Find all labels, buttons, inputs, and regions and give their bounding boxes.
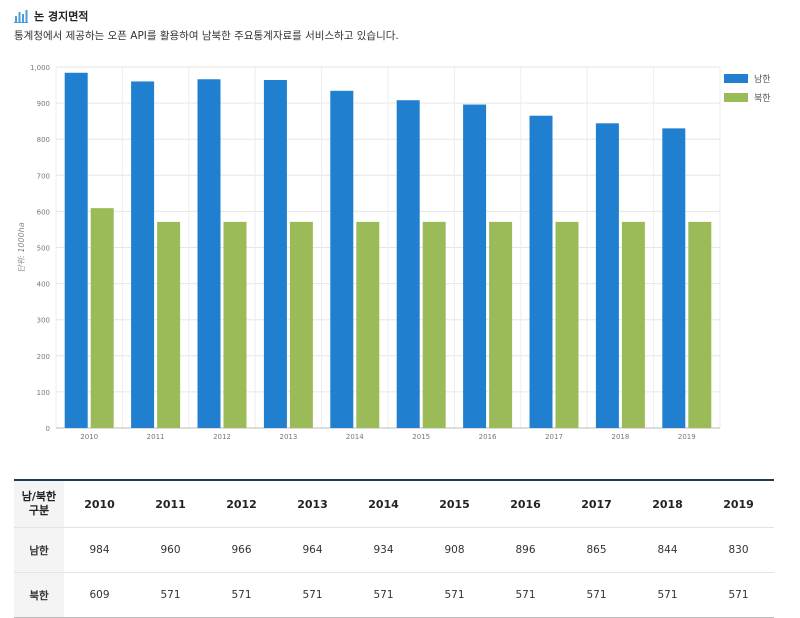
bar-north	[555, 221, 579, 428]
y-tick-label: 300	[37, 317, 50, 325]
table-cell: 830	[703, 527, 774, 573]
x-tick-label: 2012	[213, 433, 231, 441]
page-subtitle: 통계청에서 제공하는 오픈 API를 활용하여 남북한 주요통계자료를 서비스하…	[14, 30, 399, 42]
legend-item-south[interactable]: 남한	[724, 72, 771, 85]
table-cell: 964	[277, 527, 348, 573]
x-tick-label: 2017	[545, 433, 563, 441]
table-cell: 934	[348, 527, 419, 573]
y-axis-label: 단위: 1000ha	[17, 222, 26, 272]
year-header: 2012	[226, 497, 257, 511]
table-cell: 908	[419, 527, 490, 573]
bar-north	[223, 221, 247, 428]
x-tick-label: 2010	[80, 433, 98, 441]
table-cell: 571	[348, 572, 419, 618]
legend-label-north: 북한	[754, 94, 771, 104]
row-label: 남한	[14, 527, 64, 573]
table-cell: 571	[206, 572, 277, 618]
year-header: 2013	[297, 497, 328, 511]
chart-legend: 남한 북한	[724, 72, 771, 110]
table-row-south: 남한 984 960 966 964 934 908 896 865 844 8…	[14, 527, 774, 573]
bar-south	[330, 90, 354, 429]
corner-label-1: 남/북한	[21, 490, 57, 503]
bar-north	[356, 221, 380, 428]
bar-south	[463, 104, 487, 428]
bar-south	[529, 115, 553, 429]
year-header: 2014	[368, 497, 399, 511]
bar-south	[595, 123, 619, 428]
table-corner-header: 남/북한 구분	[14, 480, 64, 528]
bar-south	[197, 79, 221, 429]
legend-swatch-north	[724, 93, 748, 102]
table-header-row: 남/북한 구분 2010 2011 2012 2013 2014 2015 20…	[14, 480, 774, 528]
corner-label-2: 구분	[28, 504, 50, 517]
table-cell: 896	[490, 527, 561, 573]
bar-south	[131, 81, 155, 428]
bar-south	[662, 128, 686, 428]
y-tick-label: 800	[37, 136, 50, 144]
bar-north	[621, 221, 645, 428]
legend-item-north[interactable]: 북한	[724, 91, 771, 104]
y-tick-label: 600	[37, 208, 50, 216]
y-tick-label: 700	[37, 172, 50, 180]
y-tick-label: 500	[37, 245, 50, 253]
x-tick-label: 2019	[678, 433, 696, 441]
x-tick-label: 2018	[611, 433, 629, 441]
year-header: 2016	[510, 497, 541, 511]
table-cell: 571	[632, 572, 703, 618]
table-cell: 571	[703, 572, 774, 618]
y-tick-label: 1,000	[30, 64, 50, 72]
x-tick-label: 2016	[479, 433, 497, 441]
data-table: 남/북한 구분 2010 2011 2012 2013 2014 2015 20…	[14, 479, 774, 618]
bar-north	[489, 221, 513, 428]
bar-south	[263, 79, 287, 428]
y-tick-label: 100	[37, 389, 50, 397]
data-table-container: 남/북한 구분 2010 2011 2012 2013 2014 2015 20…	[14, 479, 774, 618]
table-cell: 571	[561, 572, 632, 618]
x-tick-label: 2013	[279, 433, 297, 441]
bar-north	[90, 208, 114, 428]
table-cell: 571	[419, 572, 490, 618]
year-header: 2011	[155, 497, 186, 511]
year-header: 2010	[84, 497, 115, 511]
bar-south	[64, 72, 88, 428]
page-header: 논 경지면적 통계청에서 제공하는 오픈 API를 활용하여 남북한 주요통계자…	[14, 8, 399, 43]
table-cell: 844	[632, 527, 703, 573]
year-header: 2015	[439, 497, 470, 511]
bar-chart-icon	[14, 10, 28, 23]
table-row-north: 북한 609 571 571 571 571 571 571 571 571 5…	[14, 572, 774, 618]
page-title: 논 경지면적	[34, 10, 89, 23]
bar-north	[157, 221, 181, 428]
legend-swatch-south	[724, 74, 748, 83]
table-cell: 966	[206, 527, 277, 573]
bar-south	[396, 100, 420, 428]
table-cell: 984	[64, 527, 135, 573]
table-cell: 571	[490, 572, 561, 618]
y-tick-label: 400	[37, 281, 50, 289]
year-header: 2018	[652, 497, 683, 511]
table-cell: 571	[277, 572, 348, 618]
y-tick-label: 900	[37, 100, 50, 108]
bar-chart: 0 100 200 300 400 500 600 700 800 900 1,000 2010 201…	[17, 64, 721, 441]
year-header: 2019	[723, 497, 754, 511]
bar-north	[289, 221, 313, 428]
table-cell: 571	[135, 572, 206, 618]
row-label: 북한	[14, 572, 64, 618]
legend-label-south: 남한	[754, 75, 771, 85]
year-header: 2017	[581, 497, 612, 511]
x-tick-label: 2015	[412, 433, 430, 441]
x-tick-label: 2011	[147, 433, 165, 441]
table-cell: 609	[64, 572, 135, 618]
bar-north	[688, 221, 712, 428]
x-tick-label: 2014	[346, 433, 364, 441]
y-tick-label: 200	[37, 353, 50, 361]
bar-north	[422, 221, 446, 428]
table-cell: 865	[561, 527, 632, 573]
y-tick-label: 0	[46, 425, 50, 433]
table-cell: 960	[135, 527, 206, 573]
